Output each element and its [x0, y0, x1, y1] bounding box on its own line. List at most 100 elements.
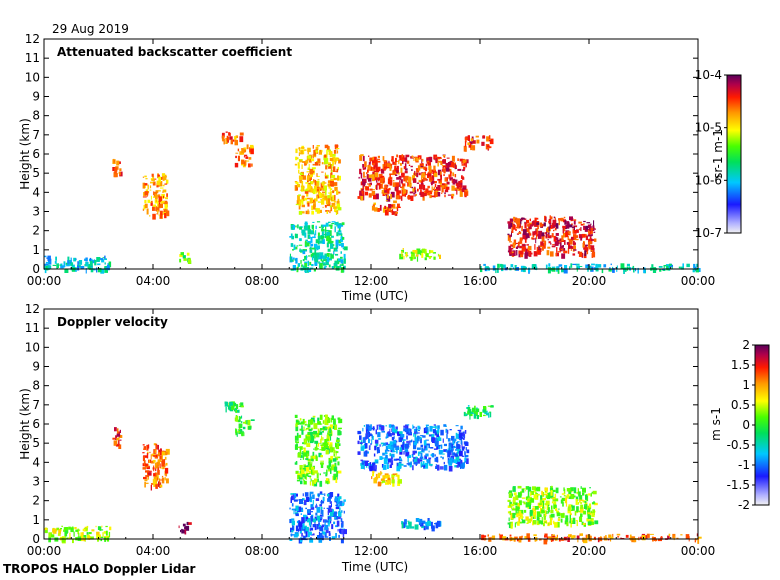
echo-pixel: [525, 248, 527, 254]
echo-pixel: [321, 171, 324, 173]
echo-pixel: [229, 136, 233, 140]
echo-pixel: [145, 178, 148, 180]
x-tick-label: 20:00: [572, 274, 607, 288]
echo-pixel: [313, 268, 316, 272]
echo-pixel: [333, 177, 337, 181]
echo-pixel: [560, 248, 564, 251]
echo-pixel: [380, 425, 385, 431]
echo-pixel: [388, 177, 393, 180]
echo-pixel: [357, 440, 360, 445]
echo-pixel: [680, 266, 684, 270]
echo-pixel: [535, 493, 540, 496]
echo-pixel: [162, 184, 165, 187]
echo-pixel: [391, 436, 394, 441]
echo-pixel: [388, 458, 392, 463]
echo-pixel: [545, 534, 548, 538]
echo-pixel: [249, 147, 252, 149]
echo-pixel: [561, 235, 564, 242]
echo-pixel: [99, 536, 104, 538]
echo-pixel: [464, 461, 467, 463]
echo-pixel: [312, 494, 315, 500]
echo-pixel: [118, 444, 122, 449]
echo-pixel: [162, 189, 167, 193]
y-tick-label: 2: [32, 224, 40, 238]
echo-pixel: [434, 454, 436, 457]
echo-pixel: [304, 465, 307, 468]
echo-pixel: [692, 268, 695, 273]
echo-pixel: [343, 246, 348, 251]
echo-feature: [463, 405, 494, 420]
echo-pixel: [454, 163, 456, 170]
echo-pixel: [304, 197, 308, 201]
echo-pixel: [553, 235, 556, 242]
echo-pixel: [311, 458, 314, 462]
echo-pixel: [307, 209, 309, 215]
echo-pixel: [326, 210, 329, 214]
echo-pixel: [96, 531, 100, 536]
echo-pixel: [398, 479, 402, 484]
echo-pixel: [375, 443, 379, 446]
echo-pixel: [407, 455, 411, 458]
echo-pixel: [476, 415, 479, 420]
echo-pixel: [401, 154, 403, 158]
echo-pixel: [418, 521, 421, 523]
echo-pixel: [317, 236, 321, 241]
echo-pixel: [544, 493, 548, 496]
echo-pixel: [368, 162, 371, 165]
echo-pixel: [396, 466, 401, 472]
echo-pixel: [546, 229, 549, 232]
echo-pixel: [420, 464, 424, 467]
echo-pixel: [507, 505, 511, 508]
echo-pixel: [440, 456, 442, 458]
echo-pixel: [641, 533, 646, 536]
echo-pixel: [403, 451, 405, 455]
echo-pixel: [293, 493, 297, 499]
echo-pixel: [364, 460, 368, 466]
echo-pixel: [583, 220, 586, 223]
echo-pixel: [425, 424, 429, 427]
echo-pixel: [142, 196, 147, 198]
echo-pixel: [58, 529, 62, 532]
echo-pixel: [563, 495, 566, 497]
echo-pixel: [420, 453, 423, 458]
echo-pixel: [160, 176, 163, 180]
echo-pixel: [591, 263, 595, 266]
echo-pixel: [396, 207, 399, 212]
echo-pixel: [239, 151, 243, 155]
echo-pixel: [559, 238, 563, 242]
echo-pixel: [525, 228, 530, 232]
echo-pixel: [338, 496, 340, 502]
echo-pixel: [54, 261, 57, 264]
echo-pixel: [324, 158, 328, 165]
echo-pixel: [314, 478, 318, 483]
echo-pixel: [371, 205, 375, 211]
echo-pixel: [295, 203, 299, 206]
echo-pixel: [451, 185, 455, 191]
echo-pixel: [421, 456, 424, 459]
echo-pixel: [408, 521, 410, 527]
echo-pixel: [382, 465, 387, 470]
echo-pixel: [316, 447, 319, 450]
echo-pixel: [395, 174, 398, 176]
echo-pixel: [333, 150, 337, 154]
echo-pixel: [365, 443, 368, 449]
echo-pixel: [361, 460, 366, 464]
echo-pixel: [556, 247, 558, 253]
echo-pixel: [457, 168, 462, 171]
echo-pixel: [336, 225, 338, 227]
echo-pixel: [433, 448, 438, 450]
echo-pixel: [447, 194, 451, 196]
echo-pixel: [585, 504, 588, 510]
echo-pixel: [413, 450, 417, 454]
echo-pixel: [329, 253, 333, 255]
echo-pixel: [315, 247, 318, 250]
echo-pixel: [291, 518, 295, 521]
backscatter-ylabel: Height (km): [18, 118, 32, 189]
echo-pixel: [693, 263, 696, 269]
echo-pixel: [360, 459, 364, 462]
echo-pixel: [610, 263, 612, 266]
y-tick-label: 3: [32, 205, 40, 219]
echo-pixel: [319, 430, 321, 435]
echo-pixel: [229, 133, 231, 137]
echo-pixel: [568, 534, 570, 538]
